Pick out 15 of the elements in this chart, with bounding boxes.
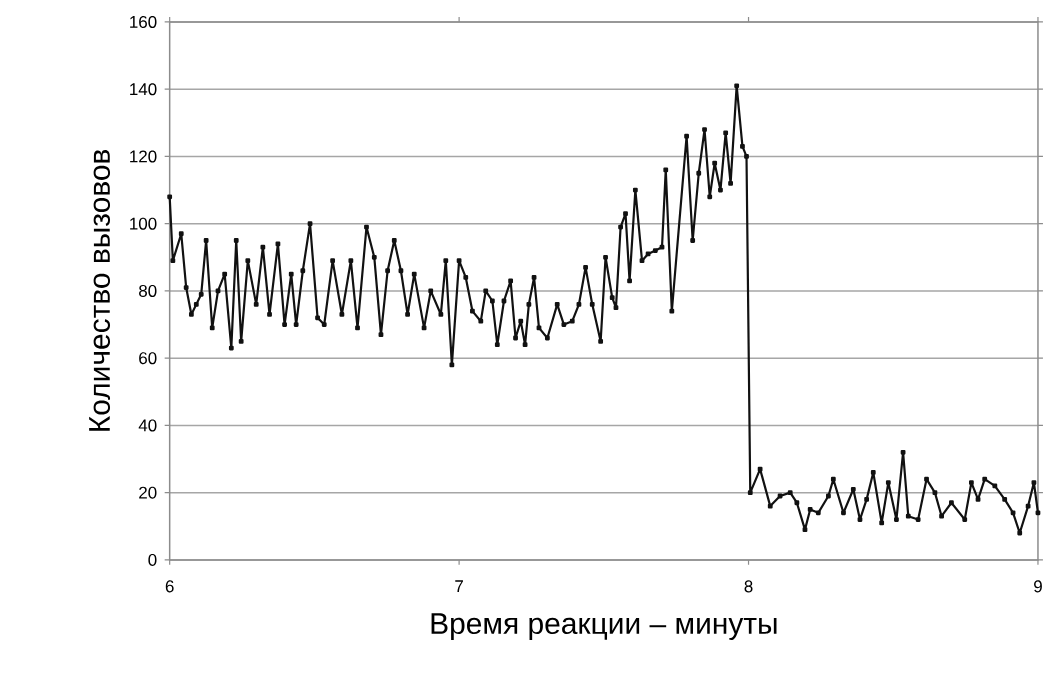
x-tick-label: 8 — [744, 580, 753, 593]
y-tick-label: 140 — [130, 83, 157, 96]
x-tick-label: 6 — [165, 580, 174, 593]
y-tick-label: 80 — [139, 285, 157, 298]
x-tick-label: 7 — [455, 580, 463, 593]
y-tick-label: 20 — [139, 486, 157, 499]
x-axis-title: Время реакции – минуты — [431, 613, 777, 641]
y-axis-title: Количество вызовов — [89, 150, 111, 431]
y-tick-label: 100 — [130, 217, 157, 230]
y-tick-label: 40 — [138, 419, 157, 432]
y-tick-label: 0 — [148, 554, 157, 567]
y-tick-label: 60 — [139, 352, 157, 365]
y-tick-label: 160 — [130, 16, 157, 29]
y-tick-label: 120 — [130, 150, 157, 163]
x-tick-label: 9 — [1034, 580, 1042, 593]
